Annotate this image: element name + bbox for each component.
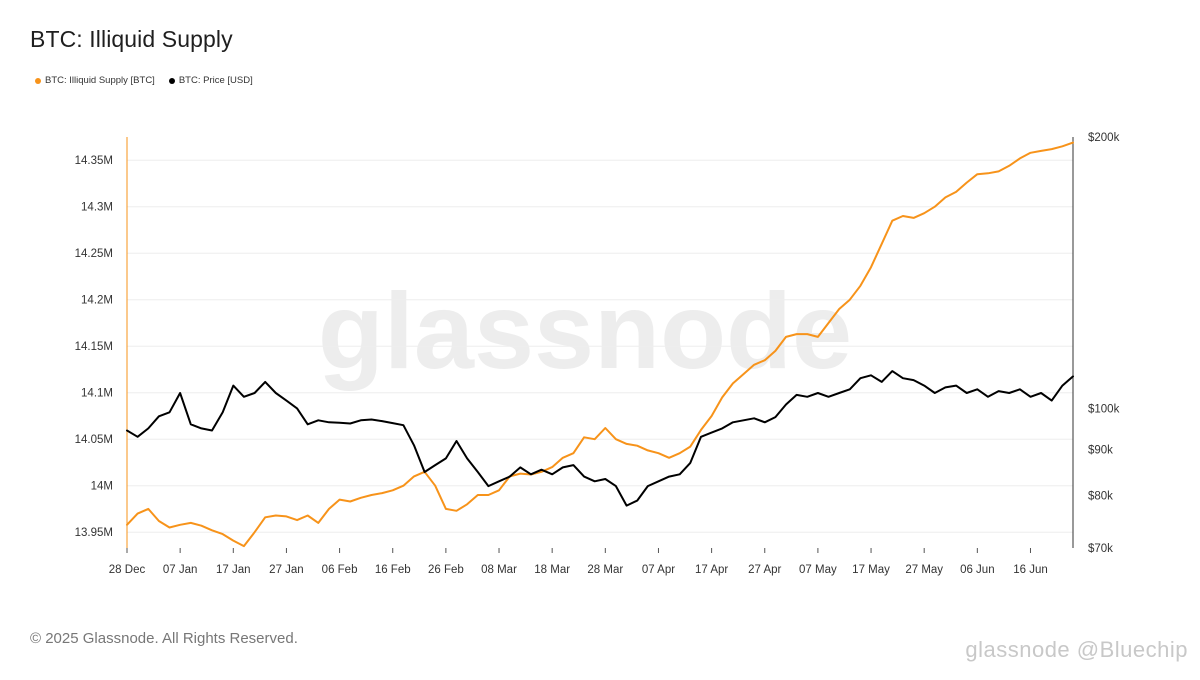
copyright-footer: © 2025 Glassnode. All Rights Reserved. — [30, 630, 298, 647]
x-tick-label: 27 Apr — [748, 564, 781, 576]
y-left-tick-label: 14.1M — [81, 388, 113, 400]
legend: BTC: Illiquid Supply [BTC] BTC: Price [U… — [35, 75, 253, 86]
x-tick-label: 07 May — [799, 564, 837, 576]
x-tick-label: 17 May — [852, 564, 890, 576]
series-line-illiquid-supply — [126, 141, 1074, 548]
x-tick-label: 07 Jan — [163, 564, 198, 576]
y-left-tick-label: 14M — [91, 481, 113, 493]
x-tick-label: 17 Apr — [695, 564, 728, 576]
x-tick-label: 16 Feb — [375, 564, 411, 576]
y-left-tick-label: 13.95M — [75, 527, 113, 539]
y-right-tick-label: $200k — [1088, 132, 1120, 144]
x-tick-label: 27 May — [905, 564, 943, 576]
legend-price-marker — [168, 77, 175, 84]
y-right-tick-label: $90k — [1088, 445, 1113, 457]
x-tick-label: 26 Feb — [428, 564, 464, 576]
x-tick-label: 08 Mar — [481, 564, 517, 576]
x-tick-label: 06 Feb — [322, 564, 358, 576]
y-left-tick-label: 14.2M — [81, 295, 113, 307]
y-left-tick-label: 14.35M — [75, 155, 113, 167]
y-left-tick-label: 14.05M — [75, 434, 113, 446]
background-watermark: glassnode — [318, 270, 852, 391]
x-tick-label: 18 Mar — [534, 564, 570, 576]
y-right-tick-label: $80k — [1088, 491, 1113, 503]
legend-supply-label: BTC: Illiquid Supply [BTC] — [45, 75, 155, 86]
y-left-tick-label: 14.15M — [75, 341, 113, 353]
series-line-price — [126, 370, 1074, 507]
y-left-tick-label: 14.25M — [75, 248, 113, 260]
x-tick-label: 17 Jan — [216, 564, 251, 576]
y-left-tick-label: 14.3M — [81, 202, 113, 214]
x-tick-label: 07 Apr — [642, 564, 675, 576]
y-right-tick-label: $100k — [1088, 403, 1120, 415]
chart-title: BTC: Illiquid Supply — [30, 26, 233, 52]
x-tick-label: 28 Mar — [587, 564, 623, 576]
legend-price-label: BTC: Price [USD] — [178, 75, 253, 86]
x-tick-label: 27 Jan — [269, 564, 304, 576]
legend-item-price[interactable]: BTC: Price [USD] — [168, 75, 253, 86]
legend-supply-marker — [35, 77, 41, 84]
x-tick-label: 06 Jun — [960, 564, 995, 576]
x-tick-label: 16 Jun — [1013, 564, 1048, 576]
x-tick-label: 28 Dec — [109, 564, 146, 576]
legend-item-supply[interactable]: BTC: Illiquid Supply [BTC] — [35, 75, 155, 86]
corner-watermark: glassnode @Bluechip — [965, 637, 1188, 662]
y-right-tick-label: $70k — [1088, 543, 1113, 555]
